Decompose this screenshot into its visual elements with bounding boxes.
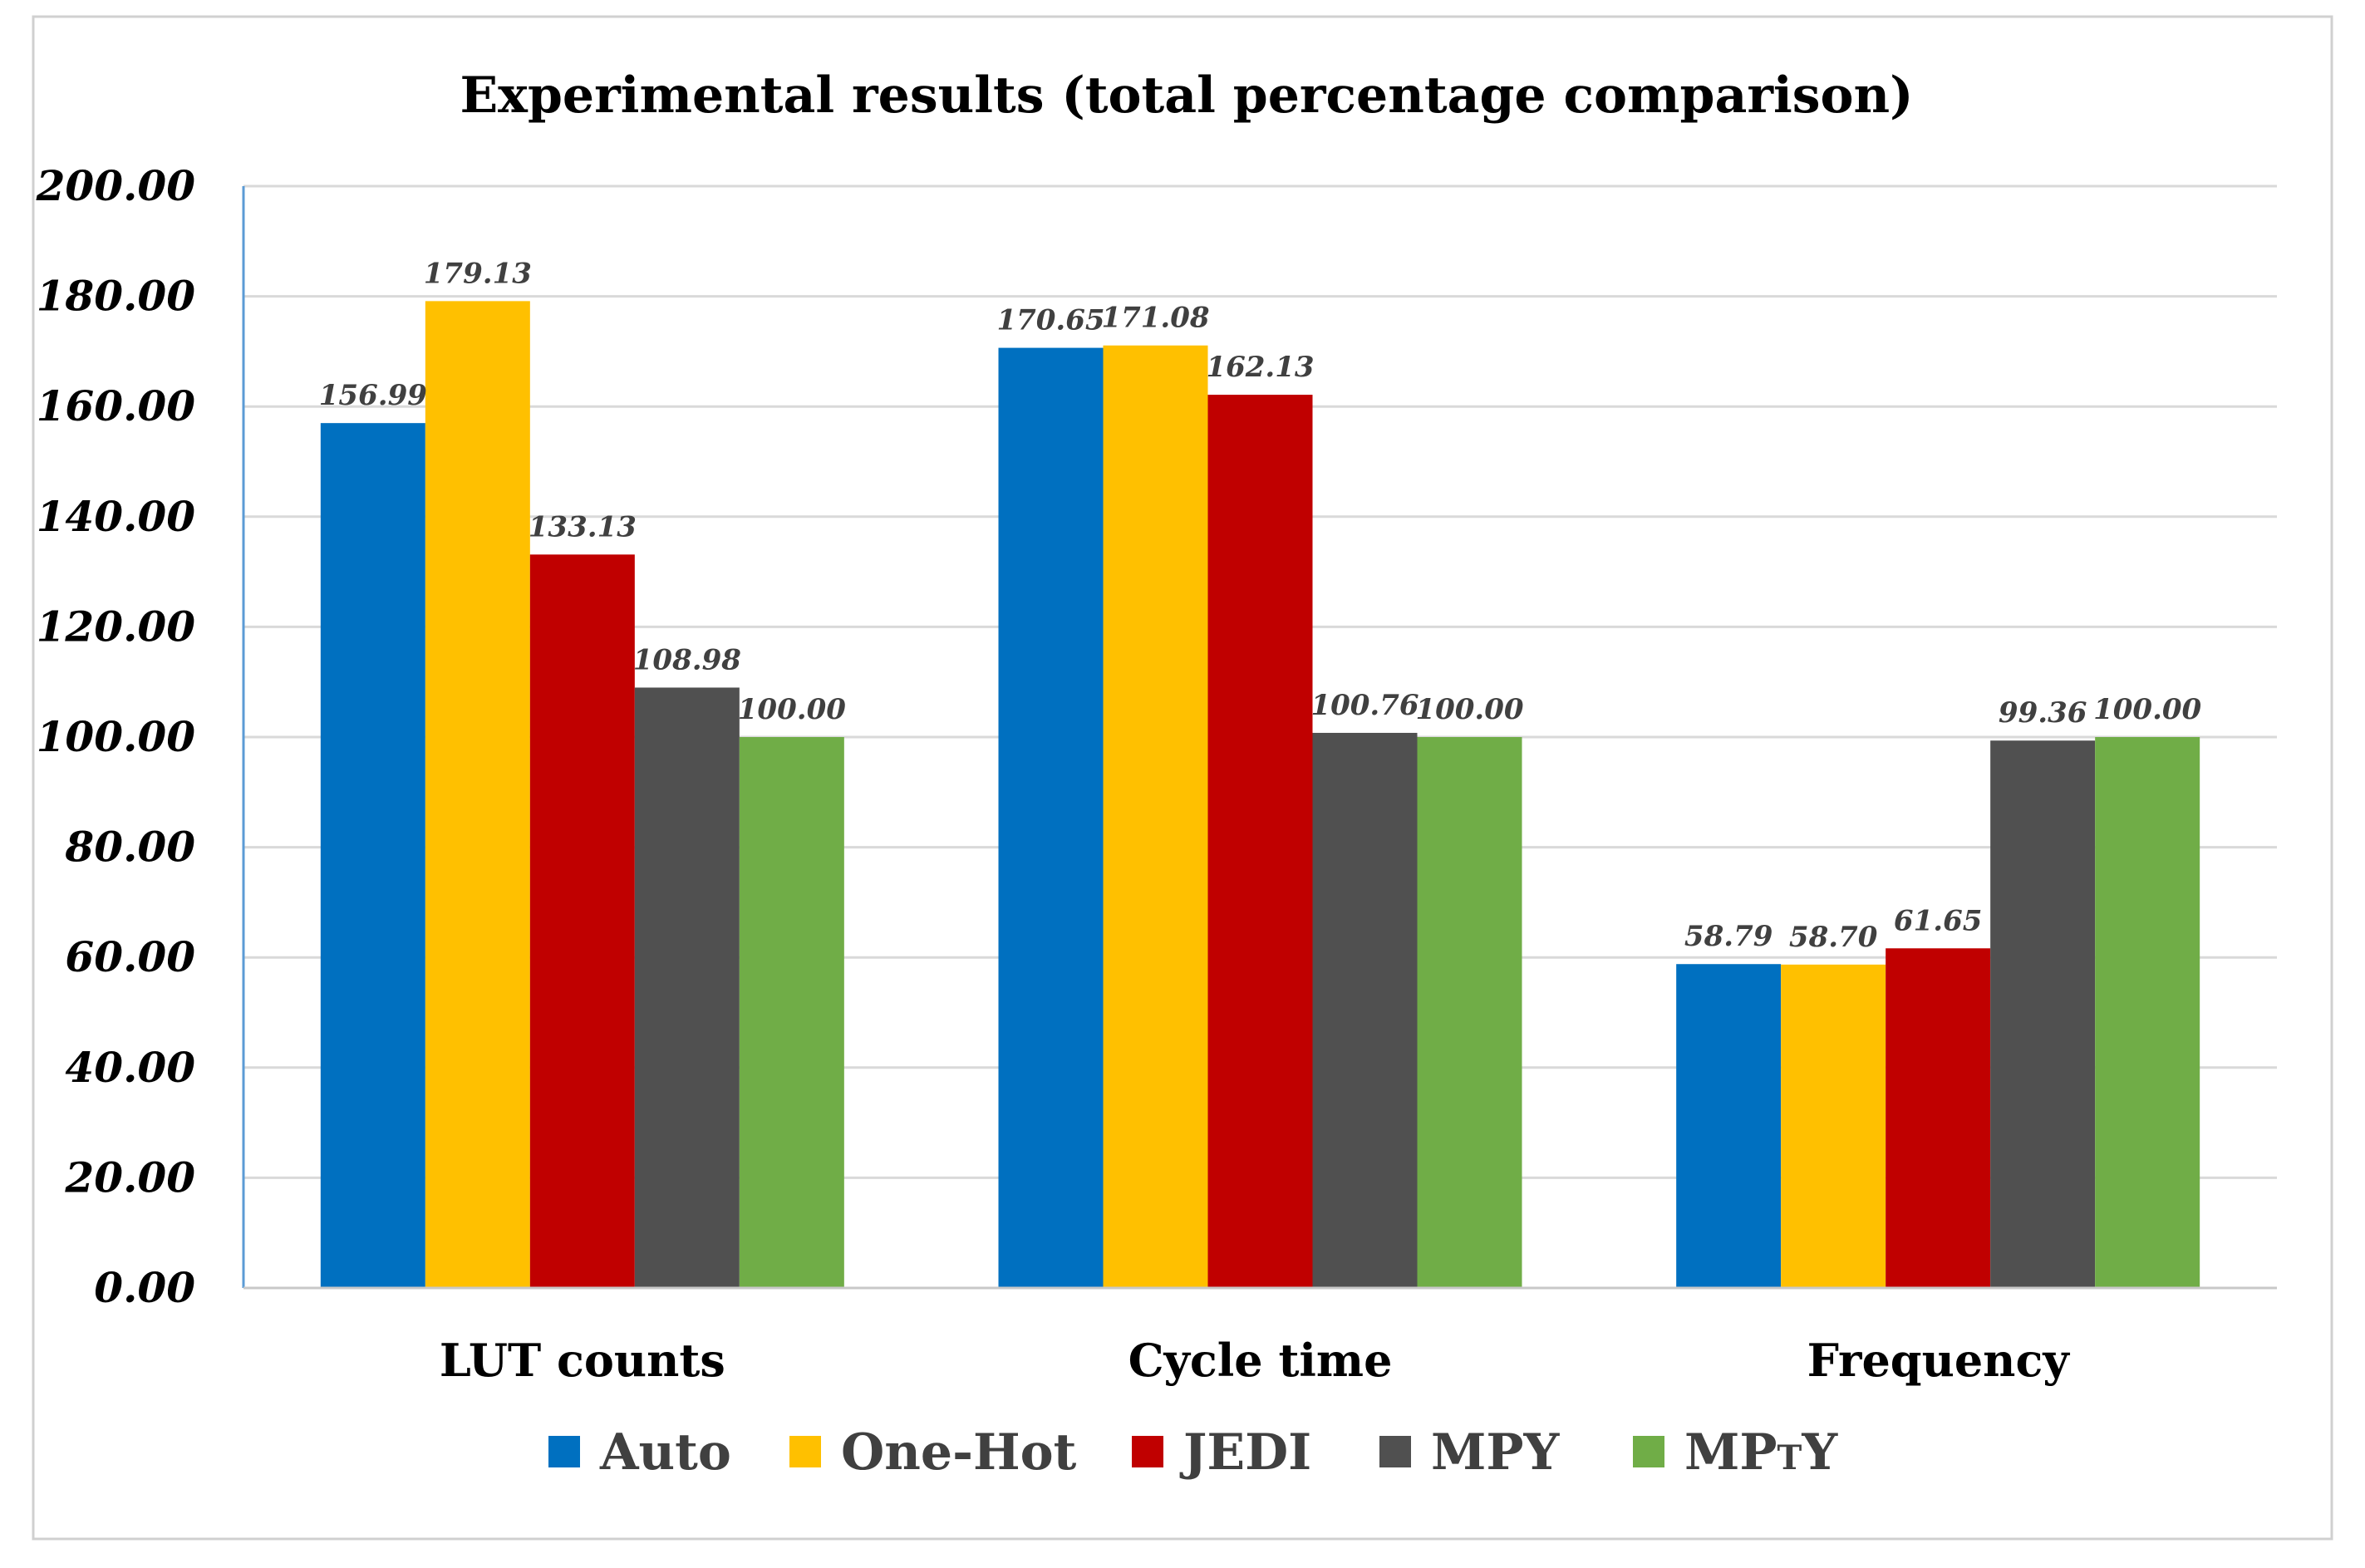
y-tick-label: 40.00	[65, 1043, 195, 1092]
x-axis-category-labels: LUT counts Cycle time Frequency	[440, 1334, 2070, 1387]
legend-swatch	[548, 1436, 580, 1467]
bar	[739, 737, 844, 1288]
data-label: 100.00	[738, 693, 846, 726]
legend: Auto One-Hot JEDI MPY MPTY	[548, 1423, 1838, 1482]
legend-swatch	[789, 1436, 821, 1467]
legend-swatch	[1379, 1436, 1411, 1467]
legend-label: MPY	[1431, 1423, 1561, 1482]
data-label: 61.65	[1894, 904, 1982, 937]
bar	[634, 687, 740, 1288]
bar	[1990, 740, 2096, 1288]
bar	[529, 554, 635, 1288]
bar	[1886, 948, 1991, 1288]
x-category-label: Frequency	[1807, 1334, 2071, 1387]
y-axis-tick-labels: 0.00 20.00 40.00 60.00 80.00 100.00 120.00 140.…	[36, 161, 196, 1312]
bar	[320, 423, 425, 1289]
data-label: 108.98	[633, 643, 741, 676]
legend-swatch	[1633, 1436, 1664, 1467]
y-tick-label: 60.00	[65, 932, 195, 981]
data-label: 179.13	[424, 257, 532, 290]
data-label: 171.08	[1101, 302, 1209, 335]
legend-label: One-Hot	[841, 1423, 1077, 1482]
y-tick-label: 180.00	[37, 272, 196, 321]
y-tick-label: 100.00	[37, 712, 196, 761]
bar	[1312, 732, 1418, 1288]
legend-label-small-caps: T	[1777, 1438, 1802, 1477]
bar	[998, 347, 1104, 1288]
y-tick-label: 120.00	[37, 602, 196, 651]
legend-label-tail: Y	[1801, 1423, 1838, 1482]
y-tick-label: 200.00	[36, 161, 196, 210]
bar	[1417, 737, 1522, 1288]
bars	[320, 301, 2200, 1289]
x-category-label: Cycle time	[1128, 1334, 1393, 1387]
bar	[1781, 964, 1886, 1288]
data-label: 100.00	[2093, 693, 2201, 726]
data-label: 100.00	[1415, 693, 1523, 726]
data-label: 133.13	[529, 510, 637, 543]
legend-label: MPTY	[1684, 1423, 1838, 1482]
x-category-label: LUT counts	[440, 1334, 725, 1387]
legend-label: Auto	[599, 1423, 731, 1482]
y-tick-label: 20.00	[64, 1153, 195, 1202]
y-tick-label: 0.00	[94, 1263, 195, 1312]
y-tick-label: 80.00	[64, 823, 195, 872]
bar	[2095, 737, 2200, 1288]
data-label: 58.79	[1684, 920, 1773, 953]
y-tick-label: 140.00	[37, 492, 196, 541]
data-label: 99.36	[1999, 696, 2087, 730]
legend-swatch	[1132, 1436, 1163, 1467]
y-tick-label: 160.00	[37, 381, 196, 430]
bar	[1103, 345, 1208, 1288]
data-labels: 156.99 179.13 133.13 108.98 100.00 170.65171.…	[319, 257, 2202, 953]
data-label: 100.76	[1310, 689, 1419, 722]
data-label: 162.13	[1206, 351, 1314, 384]
chart-title: Experimental results (total percentage c…	[460, 66, 1913, 125]
data-label: 156.99	[319, 379, 427, 412]
bar	[1676, 964, 1782, 1288]
data-label: 170.65	[996, 304, 1104, 337]
bar	[1207, 395, 1313, 1288]
legend-label: JEDI	[1179, 1423, 1311, 1482]
data-label: 58.70	[1789, 921, 1878, 954]
bar	[425, 301, 530, 1288]
